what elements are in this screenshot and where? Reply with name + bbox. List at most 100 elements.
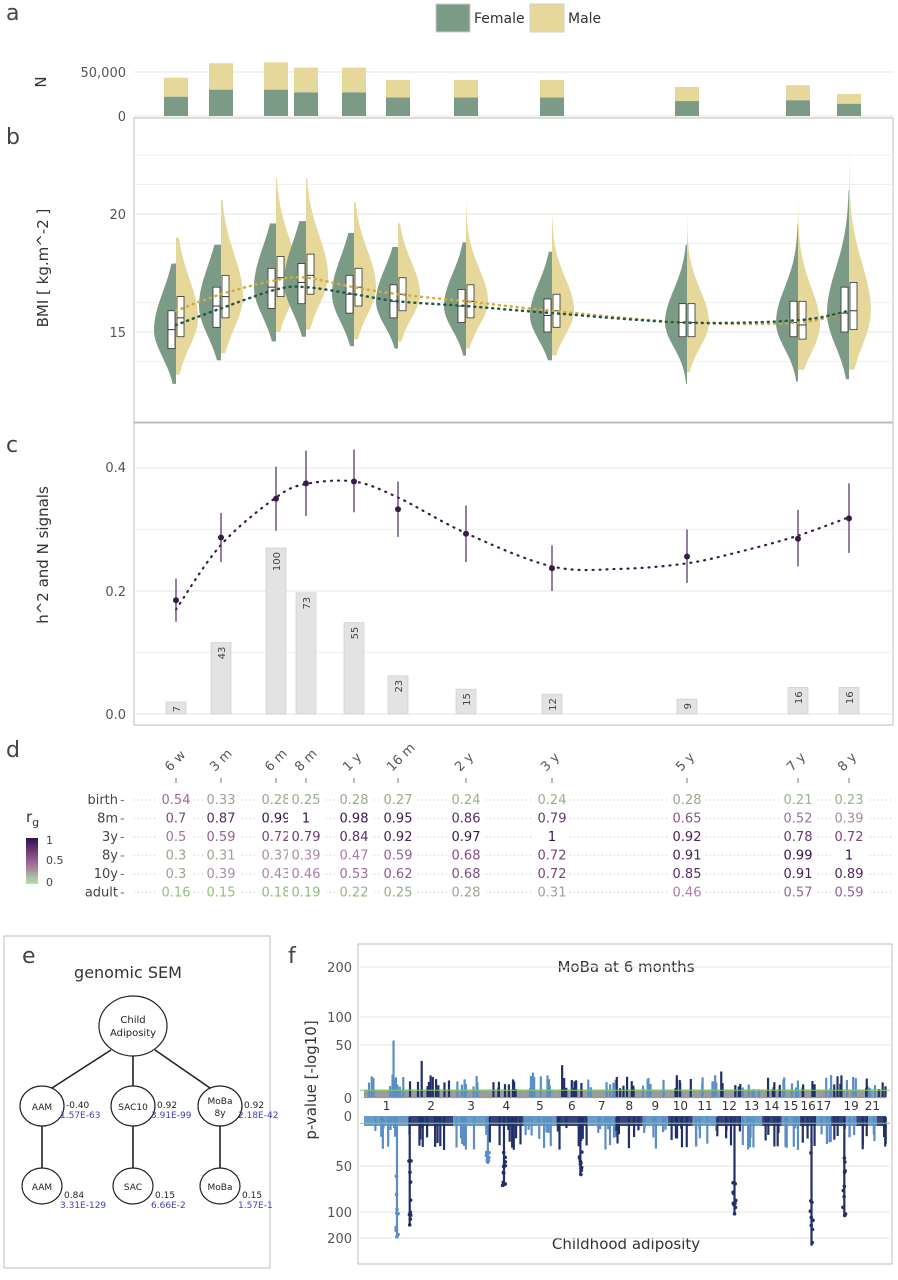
f-bottom-point-chr2-4 (408, 1170, 412, 1175)
x-tick-2y: 2 y (452, 750, 477, 775)
rg-cell-10y-1y: 0.53 (340, 867, 369, 882)
rg-cell-birth-7y: 0.21 (784, 793, 813, 808)
f-bottom-point-chr18-4 (843, 1212, 848, 1216)
f-chr-label-11: 11 (697, 1099, 712, 1113)
rg-cell-8m-16m: 0.95 (384, 812, 413, 827)
f-bottom-point-chr16-5 (808, 1209, 813, 1214)
rg-cell-bg-adult-3m (203, 884, 239, 900)
rg-cell-3y-2y: 0.97 (452, 830, 481, 845)
f-chr-label-6: 6 (568, 1099, 576, 1113)
rg-row-label-adult: adult (85, 886, 118, 901)
x-tick-1y: 1 y (340, 750, 365, 775)
n-bar-3m (210, 642, 232, 715)
rg-cell-birth-5y: 0.28 (673, 793, 702, 808)
a-bar-female-8y (837, 103, 861, 116)
sem-latent-loading-1: 0.92 (157, 1101, 177, 1111)
rg-cell-3y-6w: 0.5 (166, 830, 187, 845)
x-tick-16m: 16 m (384, 741, 418, 775)
f-ylabel: p-value [-log10] (302, 1020, 320, 1139)
rg-cell-8y-7y: 0.99 (784, 849, 813, 864)
rg-cell-bg-10y-6w (158, 866, 194, 881)
f-top-band-chr22 (876, 1089, 886, 1098)
n-bar-2y (455, 688, 477, 715)
trend-line-female (174, 285, 851, 327)
rg-cell-bg-3y-6w (158, 829, 194, 844)
f-chr-label-16: 16 (800, 1099, 815, 1113)
legend-label-male: Male (568, 11, 601, 27)
a-bar-female-16m (386, 97, 410, 116)
n-bar-6m (265, 547, 287, 715)
sem-node-observed-2 (199, 1167, 241, 1205)
f-bottom-band-chr21 (868, 1116, 877, 1126)
f-bottom-band-chr4 (488, 1116, 524, 1126)
rg-cell-bg-8m-7y (780, 810, 816, 826)
rg-cell-8y-8m: 0.39 (292, 849, 321, 864)
n-bar-7y (787, 687, 809, 715)
f-chr-label-3: 3 (467, 1099, 475, 1113)
f-top-band-chr11 (692, 1089, 718, 1098)
f-chr-label-10: 10 (673, 1099, 688, 1113)
violin-female-3m (199, 244, 221, 361)
violin-female-8m (284, 221, 306, 337)
rg-cell-bg-3y-5y (669, 829, 705, 844)
rg-cell-bg-8m-16m (380, 810, 416, 826)
b-trend-lines (174, 275, 851, 327)
f-bottom-point-chr16-4 (810, 1240, 814, 1245)
sem-observed-pvalue-0: 3.31E-129 (60, 1201, 106, 1211)
f-bottom-ytick-0: 0 (344, 1110, 352, 1125)
h2-point-1y (351, 478, 357, 485)
rg-cell-bg-adult-6m (258, 884, 294, 900)
a-bar-female-7y (786, 100, 810, 116)
sem-latent-loading-0: -0.40 (66, 1101, 90, 1111)
sem-latent-loading-2: 0.92 (244, 1101, 264, 1111)
rg-cell-adult-7y: 0.57 (784, 886, 813, 901)
violin-male-8y (849, 143, 871, 370)
f-top-ytick-0: 0 (344, 1092, 352, 1107)
rg-cell-8m-1y: 0.98 (340, 812, 369, 827)
panel-letter-d: d (6, 738, 20, 763)
box-female-3m (212, 286, 221, 328)
rg-cell-3y-16m: 0.92 (384, 830, 413, 845)
rg-legend-title: rg (26, 808, 39, 829)
sem-observed-pvalue-2: 1.57E-1 (238, 1201, 273, 1211)
f-chr-label-12: 12 (722, 1099, 737, 1113)
sem-node-latent-label-1: SAC10 (118, 1103, 148, 1113)
rg-cell-bg-birth-6w (158, 792, 194, 807)
f-top-band-chr19 (845, 1089, 857, 1098)
rg-cell-bg-3y-8y (831, 829, 867, 844)
f-bottom-point-chr3-7 (484, 1150, 489, 1155)
box-male-6w (176, 296, 185, 338)
panel-letter-f: f (288, 944, 297, 969)
f-chr-label-2: 2 (427, 1099, 435, 1113)
f-bottom-point-chr6-8 (579, 1166, 583, 1171)
rg-cell-birth-8y: 0.23 (835, 793, 864, 808)
h2-point-16m (395, 506, 401, 513)
a-bar-male-6m (264, 62, 288, 90)
f-chr-label-1: 1 (383, 1099, 391, 1113)
rg-cell-bg-10y-8y (831, 866, 867, 881)
f-top-band-chr7 (587, 1089, 617, 1098)
rg-cell-birth-3y: 0.24 (538, 793, 567, 808)
rg-cell-8m-3m: 0.87 (207, 812, 236, 827)
rg-cell-bg-8m-6w (158, 810, 194, 826)
rg-cell-bg-8y-3m (203, 847, 239, 863)
b-ylabel-text: BMI [ kg.m^-2 ] (34, 209, 52, 328)
n-bar-5y (676, 698, 698, 715)
f-bottom-title: Childhood adiposity (552, 1235, 700, 1253)
box-female-7y (789, 300, 798, 338)
rg-cell-bg-10y-16m (380, 866, 416, 881)
sem-node-root-line1: Child (120, 1015, 145, 1026)
rg-cell-8y-8y: 1 (845, 849, 853, 864)
violin-female-6w (154, 263, 176, 384)
rg-cell-adult-1y: 0.22 (340, 886, 369, 901)
f-bottom-point-chr1-5 (395, 1207, 399, 1212)
rg-cell-10y-8m: 0.46 (292, 867, 321, 882)
rg-cell-bg-8y-16m (380, 847, 416, 863)
rg-cell-bg-adult-8y (831, 884, 867, 900)
n-label-8y: 16 (845, 691, 856, 704)
a-ylabel: N (32, 76, 50, 87)
f-top-manhattan (360, 1040, 890, 1098)
rg-cell-birth-1y: 0.28 (340, 793, 369, 808)
